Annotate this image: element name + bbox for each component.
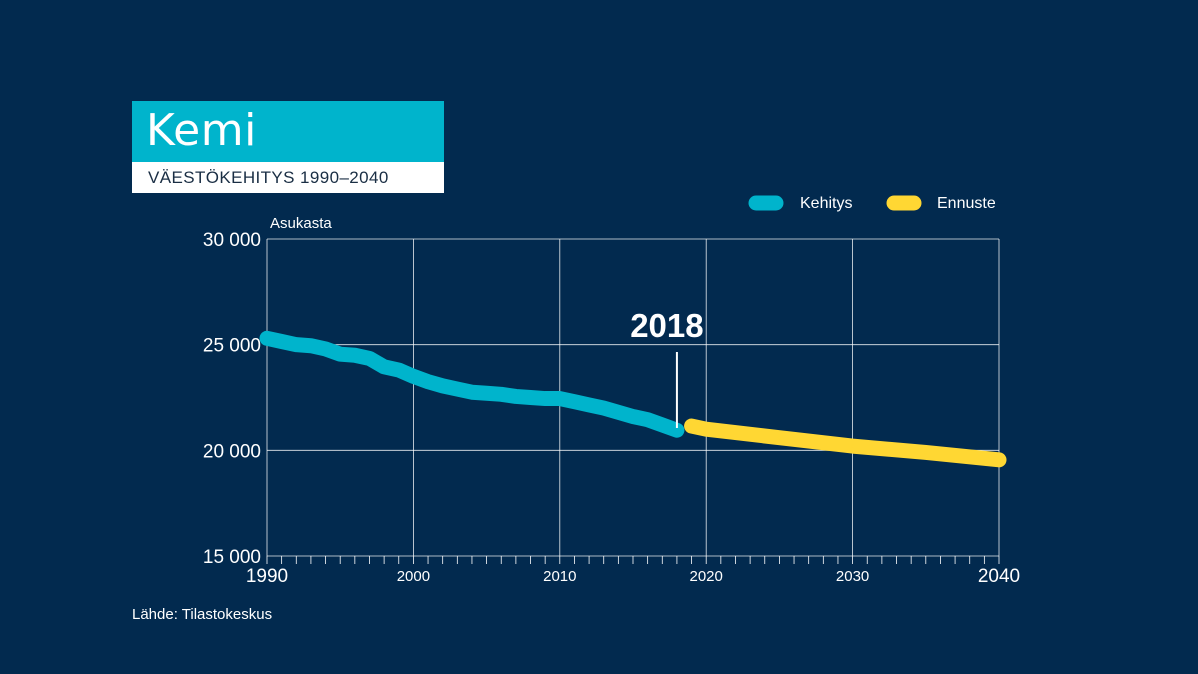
chart-title: Kemi [146, 105, 257, 156]
data-point-kehitys [280, 339, 284, 343]
data-point-kehitys [675, 428, 679, 432]
data-point-kehitys [426, 380, 430, 384]
x-tick-label: 2030 [836, 568, 869, 585]
data-point-kehitys [616, 410, 620, 414]
x-tick-label: 2020 [690, 568, 723, 585]
y-tick-label: 15 000 [203, 547, 261, 568]
data-point-kehitys [367, 356, 371, 360]
data-point-kehitys [309, 344, 313, 348]
chart-subtitle: VÄESTÖKEHITYS 1990–2040 [148, 168, 389, 187]
data-point-kehitys [660, 423, 664, 427]
y-tick-label: 25 000 [203, 336, 261, 357]
data-point-kehitys [499, 392, 503, 396]
data-point-kehitys [382, 365, 386, 369]
data-point-ennuste [851, 444, 855, 448]
data-point-kehitys [455, 387, 459, 391]
data-point-ennuste [777, 436, 781, 440]
data-point-kehitys [441, 384, 445, 388]
data-point-kehitys [485, 391, 489, 395]
series-line-kehitys [259, 330, 685, 438]
data-point-kehitys [294, 343, 298, 347]
data-point-kehitys [543, 397, 547, 401]
minor-ticks [266, 556, 1000, 564]
data-point-kehitys [646, 418, 650, 422]
grid [266, 238, 1000, 557]
title-banner: Kemi [132, 101, 444, 162]
data-point-ennuste [704, 427, 708, 431]
data-point-kehitys [514, 394, 518, 398]
title-box: Kemi VÄESTÖKEHITYS 1990–2040 [132, 101, 444, 193]
data-point-kehitys [572, 400, 576, 404]
y-axis-label: Asukasta [270, 215, 332, 232]
data-point-kehitys [397, 368, 401, 372]
y-tick-label: 30 000 [203, 230, 261, 251]
axes: 15 000 20 000 25 000 30 000 1990 2000 2010 2020… [203, 215, 1020, 587]
subtitle-banner: VÄESTÖKEHITYS 1990–2040 [132, 162, 444, 193]
x-tick-label: 2010 [543, 568, 576, 585]
x-tick-label: 2000 [397, 568, 430, 585]
data-point-ennuste [690, 424, 694, 428]
data-point-kehitys [265, 336, 269, 340]
data-point-kehitys [324, 347, 328, 351]
data-point-ennuste [997, 458, 1001, 462]
data-point-kehitys [353, 353, 357, 357]
data-point-kehitys [631, 415, 635, 419]
annotation-label: 2018 [630, 307, 703, 344]
y-tick-label: 20 000 [203, 441, 261, 462]
x-tick-label: 2040 [978, 566, 1020, 587]
annotation: 2018 [630, 307, 704, 428]
data-point-kehitys [411, 374, 415, 378]
legend-label-ennuste: Ennuste [937, 195, 996, 212]
data-point-kehitys [470, 390, 474, 394]
data-point-kehitys [587, 403, 591, 407]
data-point-kehitys [338, 352, 342, 356]
x-tick-label: 1990 [246, 566, 288, 587]
source-note: Lähde: Tilastokeskus [132, 606, 273, 623]
legend: Kehitys Ennuste [748, 195, 996, 212]
data-point-ennuste [924, 450, 928, 454]
data-point-kehitys [602, 406, 606, 410]
series-line-ennuste [684, 418, 1007, 468]
data-point-kehitys [529, 396, 533, 399]
legend-label-kehitys: Kehitys [800, 195, 852, 212]
data-point-kehitys [558, 397, 562, 401]
series-lines [259, 330, 1007, 468]
